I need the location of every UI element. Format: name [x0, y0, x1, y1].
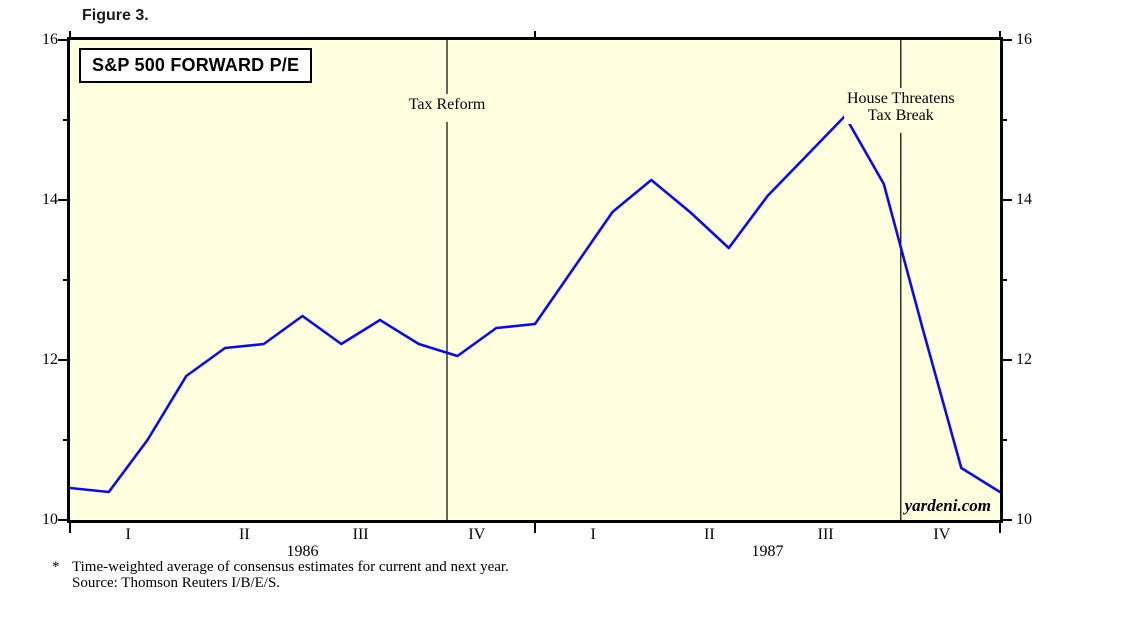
- footnote-line1: Time-weighted average of consensus estim…: [72, 559, 509, 575]
- x-year-tick-bottom: [999, 521, 1001, 533]
- annotation-house-threatens: House Threatens Tax Break: [843, 90, 958, 124]
- y-major-tick-left: [58, 519, 70, 521]
- y-minor-tick-right: [1000, 279, 1007, 281]
- x-year-tick-top: [69, 31, 71, 38]
- annotation-vertical-lines: [446, 40, 902, 520]
- annotation-tax-reform: Tax Reform: [405, 96, 489, 113]
- x-year-tick-top: [999, 31, 1001, 38]
- footnote-marker: *: [52, 559, 60, 575]
- y-axis-label-right: 16: [1016, 31, 1032, 48]
- y-major-tick-right: [1000, 39, 1012, 41]
- x-quarter-label: III: [352, 526, 369, 543]
- y-axis-label-left: 12: [42, 351, 58, 368]
- x-year-tick-bottom: [69, 521, 71, 533]
- footnote: * Time-weighted average of consensus est…: [52, 559, 509, 591]
- watermark-yardeni: yardeni.com: [902, 496, 993, 516]
- x-quarter-label: I: [590, 526, 596, 543]
- annotation-house-threatens-line2: Tax Break: [867, 107, 934, 124]
- x-quarter-label: I: [125, 526, 131, 543]
- y-major-tick-right: [1000, 199, 1012, 201]
- y-major-tick-left: [58, 39, 70, 41]
- x-quarter-label: II: [239, 526, 250, 543]
- chart-title: S&P 500 FORWARD P/E: [92, 55, 300, 75]
- y-axis-label-right: 12: [1016, 351, 1032, 368]
- x-year-label: 1987: [751, 543, 784, 560]
- y-minor-tick-right: [1000, 119, 1007, 121]
- x-quarter-label: IV: [468, 526, 486, 543]
- y-major-tick-left: [58, 199, 70, 201]
- x-quarter-label: II: [704, 526, 715, 543]
- y-major-tick-right: [1000, 359, 1012, 361]
- y-minor-tick-left: [63, 439, 70, 441]
- y-minor-tick-left: [63, 119, 70, 121]
- y-axis-label-left: 14: [42, 191, 58, 208]
- x-year-tick-bottom: [534, 521, 536, 533]
- x-quarter-label: III: [817, 526, 834, 543]
- footnote-line2: Source: Thomson Reuters I/B/E/S.: [72, 575, 281, 591]
- forward-pe-series-line: [70, 114, 1000, 494]
- y-axis-label-left: 10: [42, 511, 58, 528]
- y-axis-label-right: 14: [1016, 191, 1032, 208]
- annotation-house-threatens-line1: House Threatens: [846, 90, 955, 107]
- y-major-tick-left: [58, 359, 70, 361]
- y-axis-label-left: 16: [42, 31, 58, 48]
- figure-label: Figure 3.: [82, 7, 149, 24]
- y-minor-tick-right: [1000, 439, 1007, 441]
- y-axis-label-right: 10: [1016, 511, 1032, 528]
- x-year-tick-top: [534, 31, 536, 38]
- chart-title-box: S&P 500 FORWARD P/E: [79, 48, 313, 83]
- y-major-tick-right: [1000, 519, 1012, 521]
- x-quarter-label: IV: [933, 526, 951, 543]
- y-minor-tick-left: [63, 279, 70, 281]
- x-year-label: 1986: [286, 543, 319, 560]
- annotation-tax-reform-text: Tax Reform: [408, 96, 486, 113]
